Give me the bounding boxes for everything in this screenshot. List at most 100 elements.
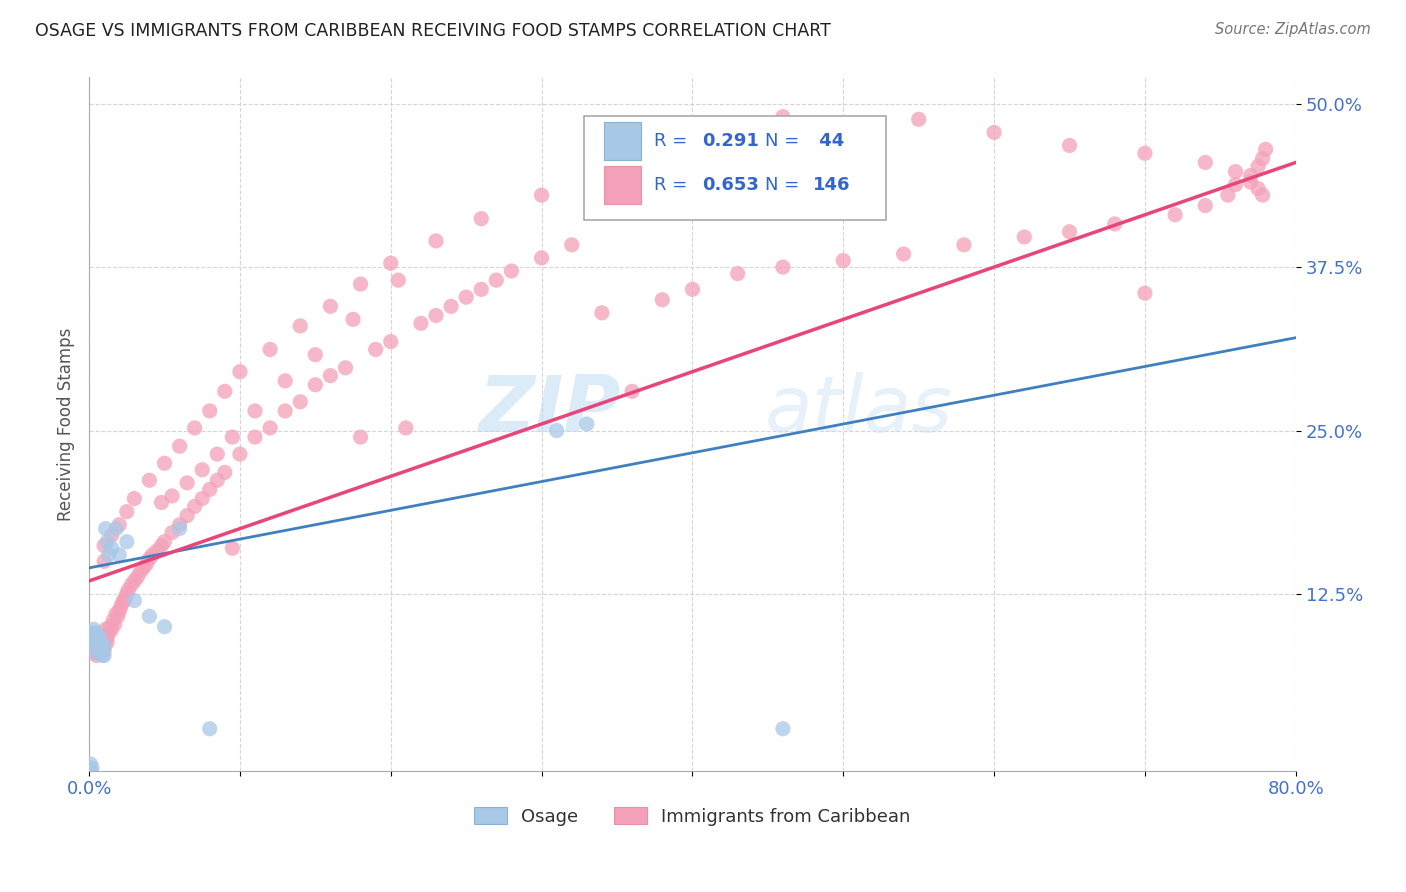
Text: N =: N = [765,176,804,194]
Point [94,522,117,536]
Point [259,343,281,357]
Point [150,539,173,553]
Point [129,565,152,579]
Point [953,237,976,252]
Point [141,548,163,562]
Point [84,630,107,644]
Point [115,587,138,601]
Point [651,293,673,307]
Point [349,430,371,444]
Point [96,635,118,649]
Point [440,299,463,313]
Point [1247,181,1270,195]
Bar [605,122,641,161]
Point [90,643,112,657]
Point [104,617,127,632]
Point [124,593,146,607]
Point [183,500,205,514]
Point [319,368,342,383]
Point [1164,208,1187,222]
Point [274,374,297,388]
Point [87,632,110,647]
Point [221,541,243,556]
Point [89,635,111,649]
Point [907,112,929,127]
Point [274,404,297,418]
Point [176,475,198,490]
Point [259,421,281,435]
Point [1251,152,1274,166]
Point [79,757,101,772]
Point [108,517,131,532]
Point [83,635,105,649]
Point [110,600,132,615]
Point [93,640,115,654]
Point [86,626,108,640]
Point [86,640,108,654]
Point [89,646,111,660]
Point [456,290,478,304]
Point [132,561,155,575]
Point [530,251,553,265]
Point [108,548,131,562]
Point [1239,169,1261,183]
Point [86,630,108,644]
Point [221,430,243,444]
Legend: Osage, Immigrants from Caribbean: Osage, Immigrants from Caribbean [467,800,918,833]
Point [425,309,447,323]
Point [160,525,183,540]
Text: Source: ZipAtlas.com: Source: ZipAtlas.com [1215,22,1371,37]
Point [83,623,105,637]
Point [117,583,139,598]
Point [111,596,134,610]
Point [304,348,326,362]
Point [100,528,122,542]
Bar [605,166,641,204]
Point [150,495,173,509]
Point [191,491,214,506]
Point [93,539,115,553]
Point [380,256,402,270]
Point [681,282,703,296]
Point [832,253,855,268]
Point [84,635,107,649]
Point [772,110,794,124]
Y-axis label: Receiving Food Stamps: Receiving Food Stamps [58,327,75,521]
Point [80,632,103,647]
Point [124,491,146,506]
Point [1059,138,1081,153]
Point [1216,188,1239,202]
Point [727,267,749,281]
Point [1225,178,1247,192]
Point [124,574,146,588]
Point [100,541,122,556]
Point [89,643,111,657]
Point [470,282,492,296]
Point [183,421,205,435]
Point [229,365,252,379]
Point [290,394,312,409]
Point [153,620,176,634]
Point [91,648,114,663]
Point [97,548,120,562]
Point [198,722,221,736]
Point [80,761,103,775]
Point [380,334,402,349]
Point [772,260,794,274]
Point [1194,199,1216,213]
Point [105,607,128,621]
Point [91,646,114,660]
Point [115,534,138,549]
Point [501,264,523,278]
Point [135,557,157,571]
Point [176,508,198,523]
Point [114,591,136,605]
Point [105,522,128,536]
Point [214,466,236,480]
Point [86,648,108,663]
Point [83,626,105,640]
Point [93,648,115,663]
Point [621,384,644,399]
FancyBboxPatch shape [583,116,886,219]
Text: ZIP: ZIP [478,372,620,448]
